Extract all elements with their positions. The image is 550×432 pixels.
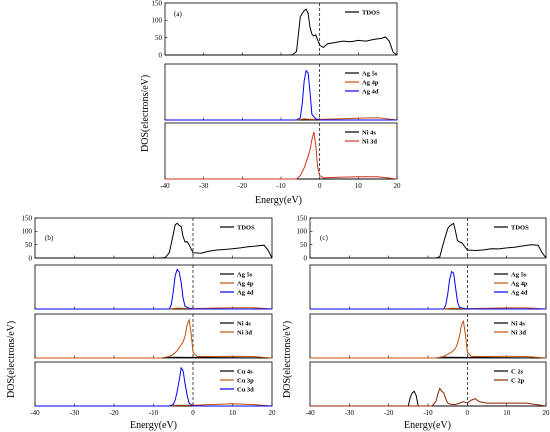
figure-c-xlabel: Energy(eV) [404, 420, 451, 431]
legend-label: Ni 3d [237, 329, 252, 336]
y-tick-label: 100 [152, 17, 163, 25]
panel-c-id: (c) [320, 234, 328, 242]
y-tick-label: 50 [300, 241, 308, 249]
series-line-ag-4d [165, 69, 397, 121]
x-tick-label: -10 [276, 182, 286, 190]
y-tick-label: 50 [25, 241, 33, 249]
y-tick-label: 150 [22, 214, 33, 222]
figure-a-xticks: -40 -30 -20 -10 0 10 20 [160, 182, 401, 190]
panel-c-1: 0 50 100 150 TDOS [297, 214, 547, 262]
series-line-tdos [35, 222, 273, 259]
series-line-cu-3d [35, 366, 272, 407]
panel-a-3: Ni 4s Ni 3d [164, 123, 398, 180]
legend-label: C 2s [511, 368, 524, 375]
legend-label: Ag 5s [237, 271, 253, 278]
panel-a-1: 0 50 100 150 TDOS [152, 0, 398, 59]
figure-c: (c) DOS(electrons/eV) Energy(eV) -40 -30… [282, 217, 550, 431]
x-tick-label: -20 [109, 409, 119, 417]
series-line-ni-3d [310, 319, 547, 359]
x-tick-label: -10 [423, 409, 433, 417]
x-tick-label: -40 [30, 409, 40, 417]
x-tick-label: -10 [149, 409, 159, 417]
legend-label: Ag 4d [511, 289, 528, 296]
y-tick-label: 150 [297, 214, 308, 222]
x-tick-label: -30 [345, 409, 355, 417]
x-tick-label: -20 [238, 182, 248, 190]
series-line-c-2s [310, 390, 546, 407]
series-line-tdos [310, 222, 547, 259]
legend-label: Ag 5s [511, 271, 527, 278]
figure-a-xlabel: Energy(eV) [255, 195, 302, 206]
legend-label: Ag 4p [237, 280, 254, 287]
legend-label: Ag 5s [362, 70, 378, 77]
figure-c-xticks: -40 -30 -20 -10 0 10 20 [305, 409, 550, 417]
series-line-ag-4p [310, 307, 547, 310]
x-tick-label: 20 [543, 409, 550, 417]
legend-label: Ni 4s [511, 320, 525, 327]
x-tick-label: -30 [70, 409, 80, 417]
legend-label: Cu 3p [237, 377, 254, 384]
y-tick-label: 0 [29, 254, 33, 262]
series-line-ag-4d [310, 270, 546, 310]
panel-c-3: Ni 4s Ni 3d [309, 314, 547, 359]
figure-b-xlabel: Energy(eV) [130, 420, 177, 431]
legend-label: Ni 4s [362, 129, 376, 136]
x-tick-label: -30 [199, 182, 209, 190]
figure-a: (a) DOS(electrons/eV) Energy(eV) -40 -30… [140, 2, 401, 206]
series-line-tdos [165, 8, 398, 56]
legend-label: Ag 4d [237, 289, 254, 296]
panel-b-id: (b) [45, 234, 54, 242]
legend-label: Cu 4s [237, 368, 253, 375]
series-line-c-2p [310, 387, 547, 407]
figure-b-ylabel: DOS(electrons/eV) [6, 321, 17, 398]
panel-b-1: 0 50 100 150 TDOS [22, 214, 273, 262]
series-line-ni-3d [35, 317, 273, 359]
series-line-ag-4d [35, 268, 272, 310]
figure-a-ylabel: DOS(electrons/eV) [140, 75, 151, 152]
figure-b-xticks: -40 -30 -20 -10 0 10 20 [30, 409, 276, 417]
panel-b-4: Cu 4s Cu 3p Cu 3d [34, 362, 273, 407]
x-tick-label: -40 [305, 409, 315, 417]
y-tick-label: 50 [155, 34, 163, 42]
y-tick-label: 0 [159, 51, 163, 59]
legend-label: Ag 4p [511, 280, 528, 287]
legend-label: Ni 3d [362, 138, 377, 145]
legend-label: TDOS [237, 224, 255, 231]
y-tick-label: 0 [304, 254, 308, 262]
x-tick-label: -20 [384, 409, 394, 417]
y-tick-label: 100 [297, 228, 308, 236]
panel-c-2: Ag 5s Ag 4p Ag 4d [309, 265, 547, 310]
series-line-ni-3d [165, 131, 398, 180]
x-tick-label: 20 [394, 182, 402, 190]
legend-label: TDOS [362, 9, 380, 16]
panel-b-3: Ni 4s Ni 3d [34, 314, 273, 359]
y-tick-label: 150 [152, 0, 163, 7]
panel-b-2: Ag 5s Ag 4p Ag 4d [34, 265, 273, 310]
x-tick-label: 10 [503, 409, 511, 417]
x-tick-label: 10 [229, 409, 237, 417]
figure-b: (b) DOS(electrons/eV) Energy(eV) -40 -30… [6, 217, 276, 431]
x-tick-label: -40 [160, 182, 170, 190]
legend-label: TDOS [511, 224, 529, 231]
x-tick-label: 0 [191, 409, 195, 417]
panel-c-4: C 2s C 2p [309, 362, 547, 407]
figure-c-ylabel: DOS(electrons/eV) [282, 321, 293, 398]
series-line-ag-4p [35, 307, 273, 310]
legend-label: Ni 4s [237, 320, 251, 327]
y-tick-label: 100 [22, 228, 33, 236]
x-tick-label: 0 [466, 409, 470, 417]
panel-a-id: (a) [174, 10, 182, 18]
legend-label: Ag 4d [362, 88, 379, 95]
legend-label: Ag 4p [362, 79, 379, 86]
legend-label: Ni 3d [511, 329, 526, 336]
series-line-ag-4p [165, 117, 398, 121]
x-tick-label: 0 [318, 182, 322, 190]
panel-a-2: Ag 5s Ag 4p Ag 4d [164, 64, 398, 121]
legend-label: C 2p [511, 377, 525, 384]
legend-label: Cu 3d [237, 386, 254, 393]
x-tick-label: 20 [269, 409, 277, 417]
x-tick-label: 10 [355, 182, 363, 190]
